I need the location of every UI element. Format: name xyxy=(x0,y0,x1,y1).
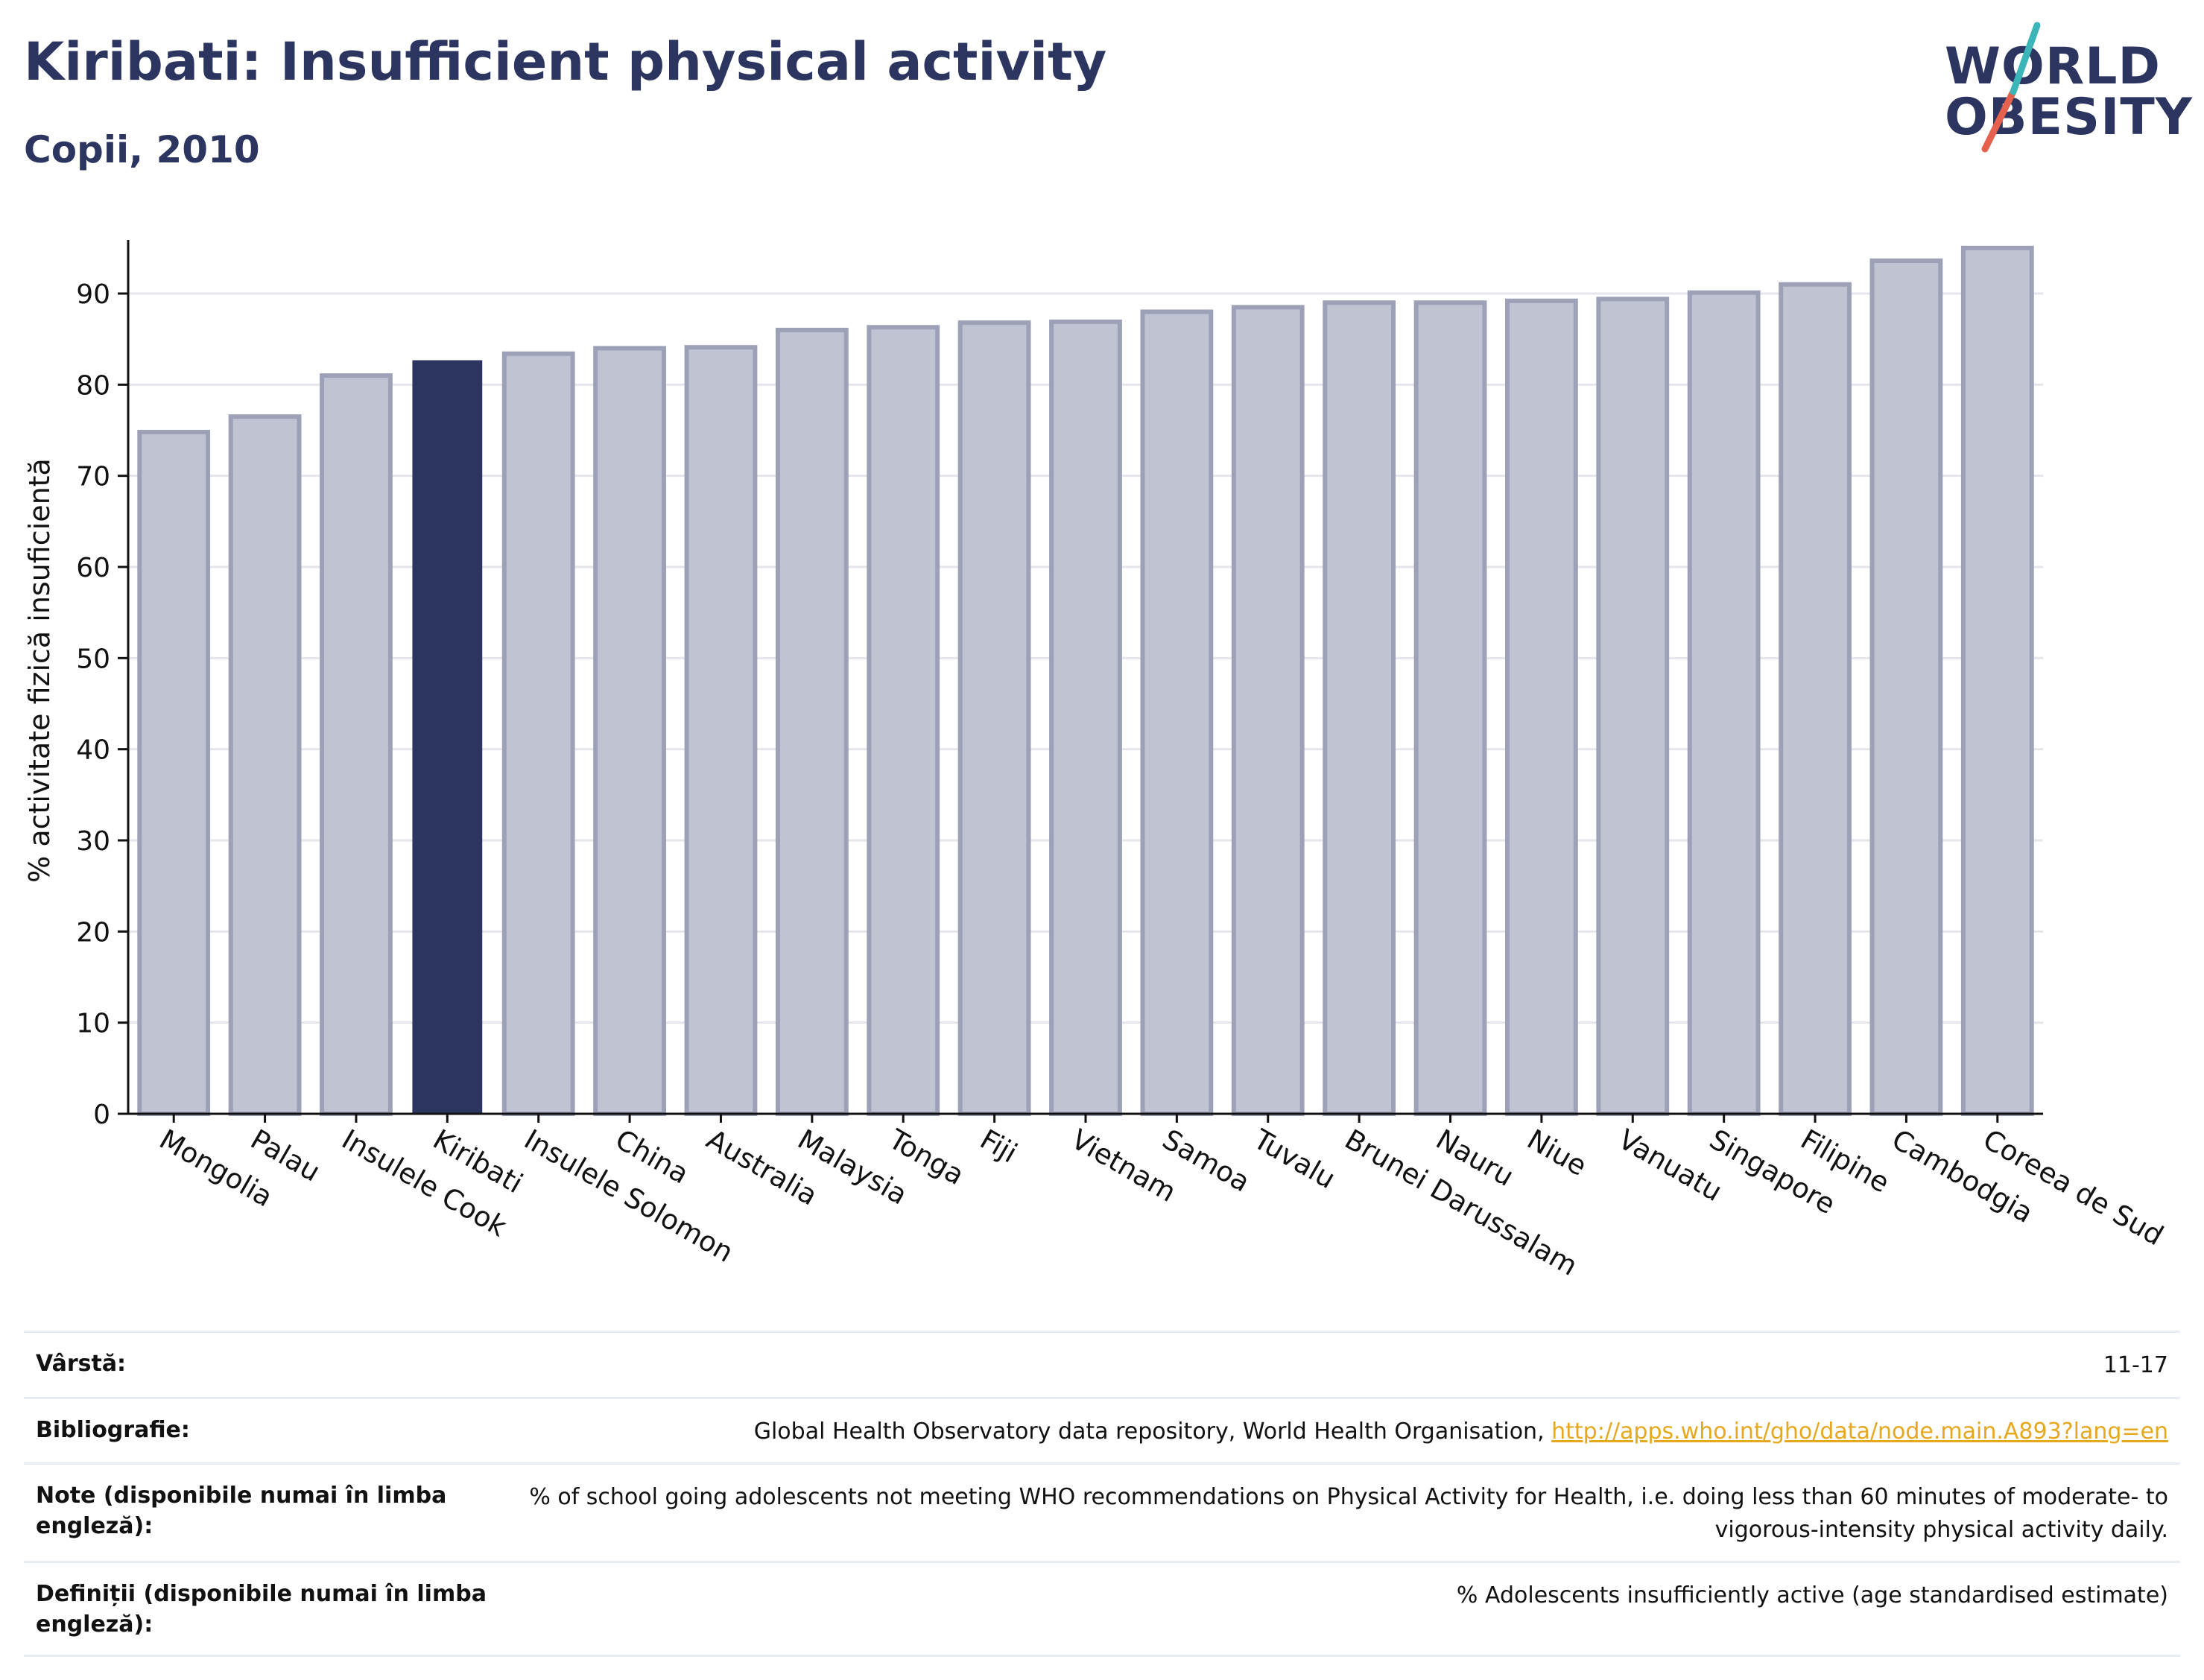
chart-title: Kiribati: Insufficient physical activity xyxy=(24,31,1107,92)
bar-cambodgia xyxy=(1869,258,1943,1117)
bar-vanuatu xyxy=(1596,297,1670,1117)
info-value-notes: % of school going adolescents not meetin… xyxy=(529,1484,2168,1543)
y-tick-label: 20 xyxy=(76,917,110,948)
bars xyxy=(137,245,2034,1117)
bar-samoa xyxy=(1140,309,1214,1116)
info-value-bibliography: Global Health Observatory data repositor… xyxy=(528,1416,2168,1448)
info-value-definitions: % Adolescents insufficiently active (age… xyxy=(1456,1582,2168,1608)
bar-filipine xyxy=(1779,282,1852,1116)
axes: 0 10 20 30 40 50 60 70 80 90 xyxy=(76,240,2043,1130)
bibliography-link[interactable]: http://apps.who.int/gho/data/node.main.A… xyxy=(1551,1418,2168,1445)
info-label-age: Vârstă: xyxy=(36,1351,127,1377)
bar-niue xyxy=(1505,298,1578,1117)
logo-text-obesity: OBESITY xyxy=(1945,88,2193,147)
bar-brunei-darussalam xyxy=(1323,300,1396,1117)
info-row-bibliography: Bibliografie: Global Health Observatory … xyxy=(24,1396,2180,1463)
x-tick-label: Fiji xyxy=(975,1123,1022,1170)
logo-text-world: WORLD xyxy=(1945,37,2161,96)
y-tick-label: 40 xyxy=(76,735,110,766)
x-tick-label: Vanuatu xyxy=(1613,1123,1728,1208)
y-tick-label: 10 xyxy=(76,1009,110,1039)
bar-tuvalu xyxy=(1231,305,1305,1117)
y-tick-label: 90 xyxy=(76,279,110,310)
info-label-notes: Note (disponibile numai în limba engleză… xyxy=(36,1483,447,1539)
logo-slash-icon xyxy=(1981,22,2041,153)
y-tick-label: 60 xyxy=(76,553,110,583)
x-tick-label: Tuvalu xyxy=(1247,1123,1340,1195)
info-row-notes: Note (disponibile numai în limba engleză… xyxy=(24,1462,2180,1561)
bar-australia xyxy=(684,345,758,1117)
y-axis-label: % activitate fizică insuficientă xyxy=(23,458,56,883)
info-row-definitions: Definiții (disponibile numai în limba en… xyxy=(24,1561,2180,1657)
y-tick-label: 0 xyxy=(93,1100,110,1130)
bar-palau xyxy=(228,414,302,1116)
y-tick-label: 70 xyxy=(76,462,110,492)
bar-nauru xyxy=(1413,300,1487,1117)
bibliography-text: Global Health Observatory data repositor… xyxy=(753,1418,1552,1445)
y-tick-label: 50 xyxy=(76,644,110,674)
y-tick-label: 80 xyxy=(76,370,110,401)
world-obesity-logo: WORLD OBESITY xyxy=(1945,21,2193,155)
info-table: Vârstă: 11-17 Bibliografie: Global Healt… xyxy=(24,1331,2180,1657)
bar-tonga xyxy=(867,325,940,1117)
bar-mongolia xyxy=(137,429,211,1116)
info-label-bibliography: Bibliografie: xyxy=(36,1416,190,1443)
y-tick-label: 30 xyxy=(76,826,110,857)
x-tick-label: Niue xyxy=(1521,1123,1592,1182)
bar-fiji xyxy=(957,320,1031,1117)
x-tick-label: Vietnam xyxy=(1066,1123,1182,1208)
bar-vietnam xyxy=(1049,319,1122,1116)
bar-singapore xyxy=(1687,290,1761,1117)
bar-china xyxy=(593,346,666,1116)
bar-kiribati xyxy=(412,360,483,1115)
info-value-age: 11-17 xyxy=(2103,1352,2168,1378)
info-row-age: Vârstă: 11-17 xyxy=(24,1331,2180,1397)
bar-insulele-solomon xyxy=(501,351,575,1117)
bar-insulele-cook xyxy=(320,373,393,1117)
bar-malaysia xyxy=(775,327,849,1116)
chart-subtitle: Copii, 2010 xyxy=(24,128,260,171)
info-label-definitions: Definiții (disponibile numai în limba en… xyxy=(36,1581,487,1638)
bar-coreea-de-sud xyxy=(1960,245,2034,1116)
